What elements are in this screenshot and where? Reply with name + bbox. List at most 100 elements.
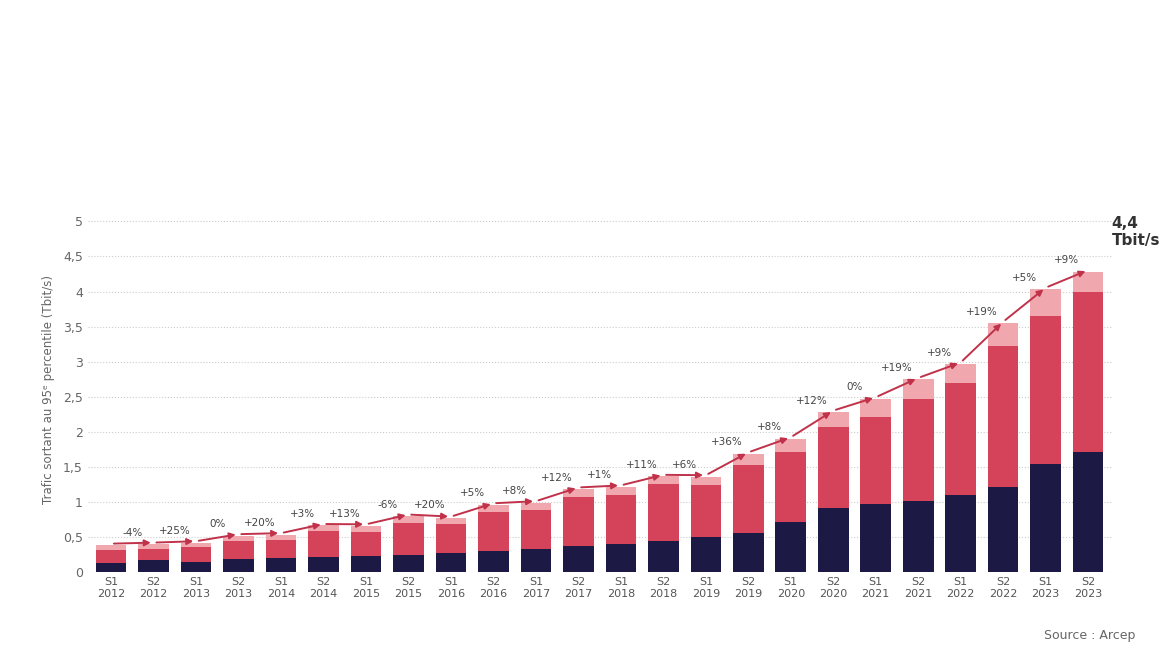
Bar [521,509,551,549]
Bar [860,399,892,417]
Text: +20%: +20% [414,499,446,509]
Text: -6%: -6% [377,499,398,509]
Bar [734,465,764,534]
Bar [393,555,424,572]
Text: DES PRINCIPAUX FAI EN FRANCE ENTRE S1-2012 ET S2-2023: DES PRINCIPAUX FAI EN FRANCE ENTRE S1-20… [269,124,901,143]
Bar [776,451,806,522]
Text: +19%: +19% [881,363,913,373]
Bar [1031,289,1061,316]
Bar [479,505,509,512]
Bar [181,543,212,547]
Text: +36%: +36% [711,438,743,447]
Bar [1031,316,1061,464]
Text: +5%: +5% [1012,273,1037,283]
Bar [945,364,976,383]
Bar [818,508,848,572]
Bar [435,553,466,572]
Bar [435,518,466,524]
Bar [266,534,296,540]
Bar [818,412,848,427]
Text: +13%: +13% [329,509,360,519]
Bar [945,495,976,572]
Text: 0%: 0% [846,382,862,392]
Bar [1073,272,1103,291]
Bar [521,503,551,509]
Bar [308,532,339,557]
Text: Source : Arcep: Source : Arcep [1044,628,1135,642]
Bar [1073,451,1103,572]
Bar [521,549,551,572]
Bar [1031,464,1061,572]
Bar [690,476,721,485]
Bar [945,383,976,495]
Bar [734,454,764,465]
Text: 4,4
Tbit/s: 4,4 Tbit/s [1112,216,1159,248]
Bar [563,497,593,546]
Bar [903,399,934,501]
Bar [606,487,636,495]
Bar [690,538,721,572]
Text: ÉVOLUTION DU TRAFIC SORTANT À L’INTERCONNEXION: ÉVOLUTION DU TRAFIC SORTANT À L’INTERCON… [297,64,873,84]
Bar [96,563,126,572]
Text: +3%: +3% [290,509,315,519]
Bar [266,559,296,572]
Bar [818,427,848,508]
Bar [351,532,381,556]
Text: +20%: +20% [245,519,276,528]
Bar [223,559,254,572]
Bar [138,544,168,549]
Y-axis label: Trafic sortant au 95ᵉ percentile (Tbit/s): Trafic sortant au 95ᵉ percentile (Tbit/s… [42,275,55,505]
Bar [903,501,934,572]
Bar [435,524,466,553]
Bar [987,487,1018,572]
Bar [351,526,381,532]
Text: +11%: +11% [626,460,658,470]
Bar [690,485,721,538]
Text: +6%: +6% [672,460,697,470]
Text: +5%: +5% [460,488,484,498]
Text: +19%: +19% [966,307,998,317]
Bar [266,540,296,559]
Bar [860,504,892,572]
Bar [1073,291,1103,451]
Text: 0%: 0% [209,519,226,529]
Text: +12%: +12% [796,395,828,406]
Bar [308,525,339,532]
Bar [776,522,806,572]
Bar [393,522,424,555]
Text: +25%: +25% [159,526,191,536]
Text: +1%: +1% [587,470,612,480]
Text: +9%: +9% [927,347,952,357]
Bar [351,556,381,572]
Bar [181,561,212,572]
Bar [96,545,126,549]
Bar [138,560,168,572]
Bar [308,557,339,572]
Bar [606,544,636,572]
Text: +12%: +12% [542,472,573,482]
Text: +9%: +9% [1054,255,1080,265]
Bar [860,417,892,504]
Bar [987,323,1018,346]
Text: +8%: +8% [502,486,528,496]
Text: -4%: -4% [122,528,143,538]
Bar [479,512,509,551]
Bar [138,549,168,560]
Bar [648,484,679,540]
Bar [903,379,934,399]
Bar [96,549,126,563]
Bar [479,551,509,572]
Bar [563,489,593,497]
Bar [648,476,679,484]
Bar [987,346,1018,487]
Bar [563,546,593,572]
Bar [734,534,764,572]
Bar [606,495,636,544]
Bar [393,516,424,522]
Bar [776,439,806,451]
Bar [223,541,254,559]
Text: +8%: +8% [757,422,782,432]
Bar [181,547,212,561]
Bar [648,540,679,572]
Bar [223,536,254,541]
